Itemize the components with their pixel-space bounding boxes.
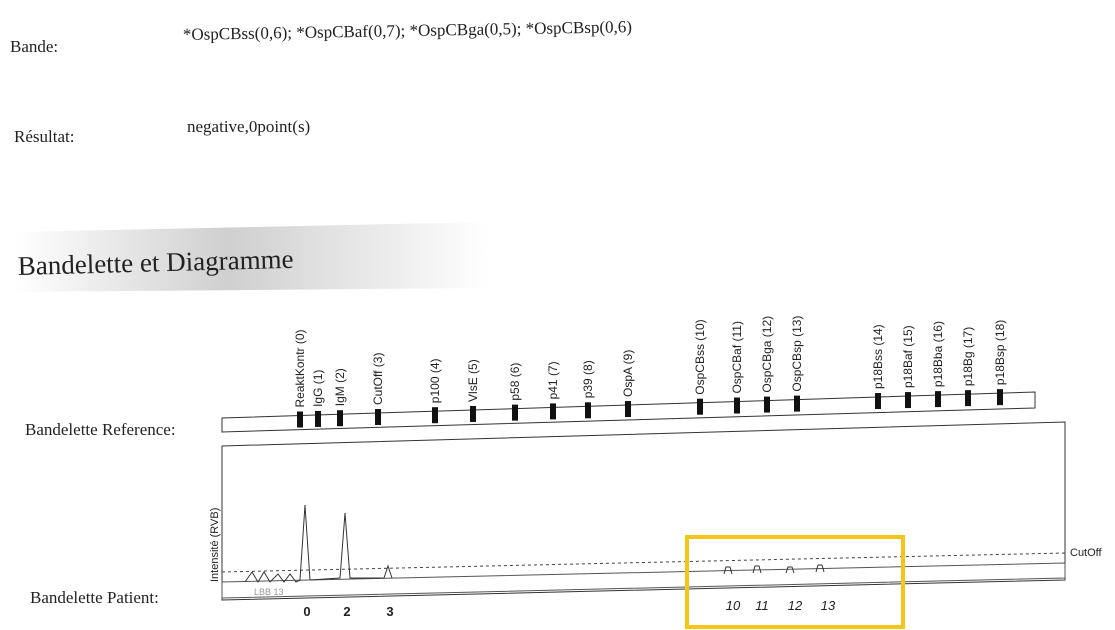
band-marker xyxy=(297,411,303,428)
band-label: IgM (2) xyxy=(333,368,347,406)
highlight-box xyxy=(685,535,905,629)
patient-strip xyxy=(221,562,1066,599)
band-marker xyxy=(997,389,1003,406)
peak-label: 13 xyxy=(821,598,836,613)
band-marker xyxy=(337,410,343,427)
small-peaks xyxy=(723,564,825,575)
reference-label: Bandelette Reference: xyxy=(25,420,176,439)
band-label: p18Baf (15) xyxy=(901,325,915,388)
band-label: CutOff (3) xyxy=(371,353,385,405)
band-marker xyxy=(375,409,381,426)
diagram-frame xyxy=(221,421,1066,601)
band-marker xyxy=(875,393,881,410)
section-title: Bandelette et Diagramme xyxy=(17,244,294,281)
peak-label: 3 xyxy=(386,604,393,619)
band-label: OspA (9) xyxy=(621,350,635,397)
band-label: OspCBsp (13) xyxy=(790,316,804,392)
band-marker xyxy=(905,392,911,409)
band-label: ReaktKontr (0) xyxy=(293,329,307,407)
band-label: p41 (7) xyxy=(546,361,560,399)
band-label: IgG (1) xyxy=(311,370,325,407)
band-label: p18Bsp (18) xyxy=(993,320,1007,385)
band-marker xyxy=(697,398,703,415)
title-shade xyxy=(15,222,490,292)
band-label: p18Bss (14) xyxy=(871,324,885,389)
band-label: p58 (6) xyxy=(508,363,522,401)
patient-label: Bandelette Patient: xyxy=(30,588,159,607)
peak-label: 2 xyxy=(343,604,350,619)
band-marker xyxy=(965,390,971,407)
intensity-curve xyxy=(244,504,393,583)
y-axis-label: Intensité (RVB) xyxy=(209,508,221,582)
field-value: *OspCBss(0,6); *OspCBaf(0,7); *OspCBga(0… xyxy=(183,17,632,44)
peak-label: 11 xyxy=(755,598,769,613)
dynamic: ReaktKontr (0) IgG (1) IgM (2) CutOff (3) p1… xyxy=(293,316,1007,619)
peak-label: 0 xyxy=(303,604,310,619)
band-marker xyxy=(935,391,941,408)
field-label: Résultat: xyxy=(14,127,74,146)
band-marker xyxy=(585,402,591,419)
band-label: p18Bg (17) xyxy=(961,327,975,386)
band-marker xyxy=(625,401,631,418)
strip-code: LBB 13 xyxy=(254,587,284,597)
band-label: OspCBss (10) xyxy=(693,319,707,394)
band-marker xyxy=(734,397,740,414)
band-label: p100 (4) xyxy=(428,358,442,403)
band-label: OspCBga (12) xyxy=(760,316,774,393)
cutoff-label: CutOff xyxy=(1070,547,1103,559)
band-marker xyxy=(470,405,476,422)
field-label: Bande: xyxy=(10,37,58,56)
band-marker xyxy=(315,410,321,427)
cutoff-line xyxy=(221,552,1066,573)
field-value: negative,0point(s) xyxy=(187,117,310,136)
band-label: OspCBaf (11) xyxy=(730,321,744,393)
band-marker xyxy=(512,404,518,421)
peak-label: 10 xyxy=(726,598,741,613)
band-marker xyxy=(764,396,770,413)
band-marker xyxy=(550,403,556,420)
band-marker xyxy=(432,407,438,424)
band-label: p39 (8) xyxy=(581,360,595,398)
peak-label: 12 xyxy=(788,598,803,613)
band-marker xyxy=(794,395,800,412)
band-label: p18Bba (16) xyxy=(931,321,945,387)
band-label: VlsE (5) xyxy=(466,359,480,402)
